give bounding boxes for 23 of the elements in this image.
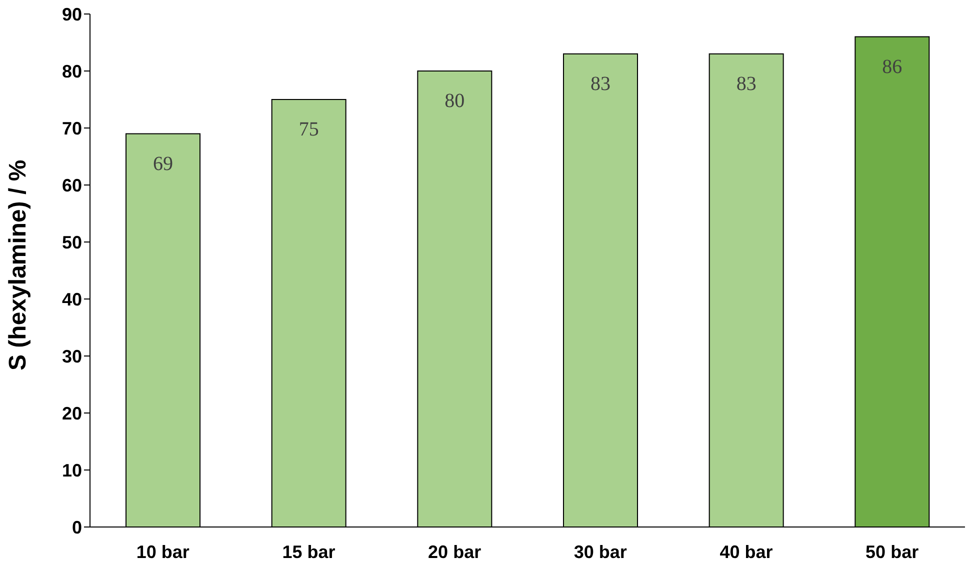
y-tick-label: 0 [72,517,82,538]
y-tick-label: 50 [62,232,82,252]
x-tick-label: 20 bar [428,542,482,562]
y-tick-label: 40 [62,289,82,310]
y-axis-title: S (hexylamine) / % [4,160,32,370]
y-tick-label: 60 [62,175,82,196]
y-tick-label: 80 [62,61,82,82]
x-tick-label: 40 bar [720,542,773,562]
data-label: 83 [590,73,610,96]
data-label: 80 [444,90,465,112]
y-tick-label: 90 [62,4,82,24]
data-label: 83 [736,73,756,96]
y-tick-label: 10 [62,460,82,480]
data-label: 75 [298,118,319,141]
data-label: 69 [153,152,173,175]
x-tick-label: 30 bar [574,542,627,562]
y-tick-label: 20 [62,403,82,424]
x-tick-label: 10 bar [136,542,190,562]
y-tick-label: 30 [62,346,82,366]
x-tick-label: 15 bar [282,542,336,562]
x-tick-label: 50 bar [866,542,919,562]
data-label: 86 [882,56,902,78]
y-tick-label: 70 [62,118,82,138]
